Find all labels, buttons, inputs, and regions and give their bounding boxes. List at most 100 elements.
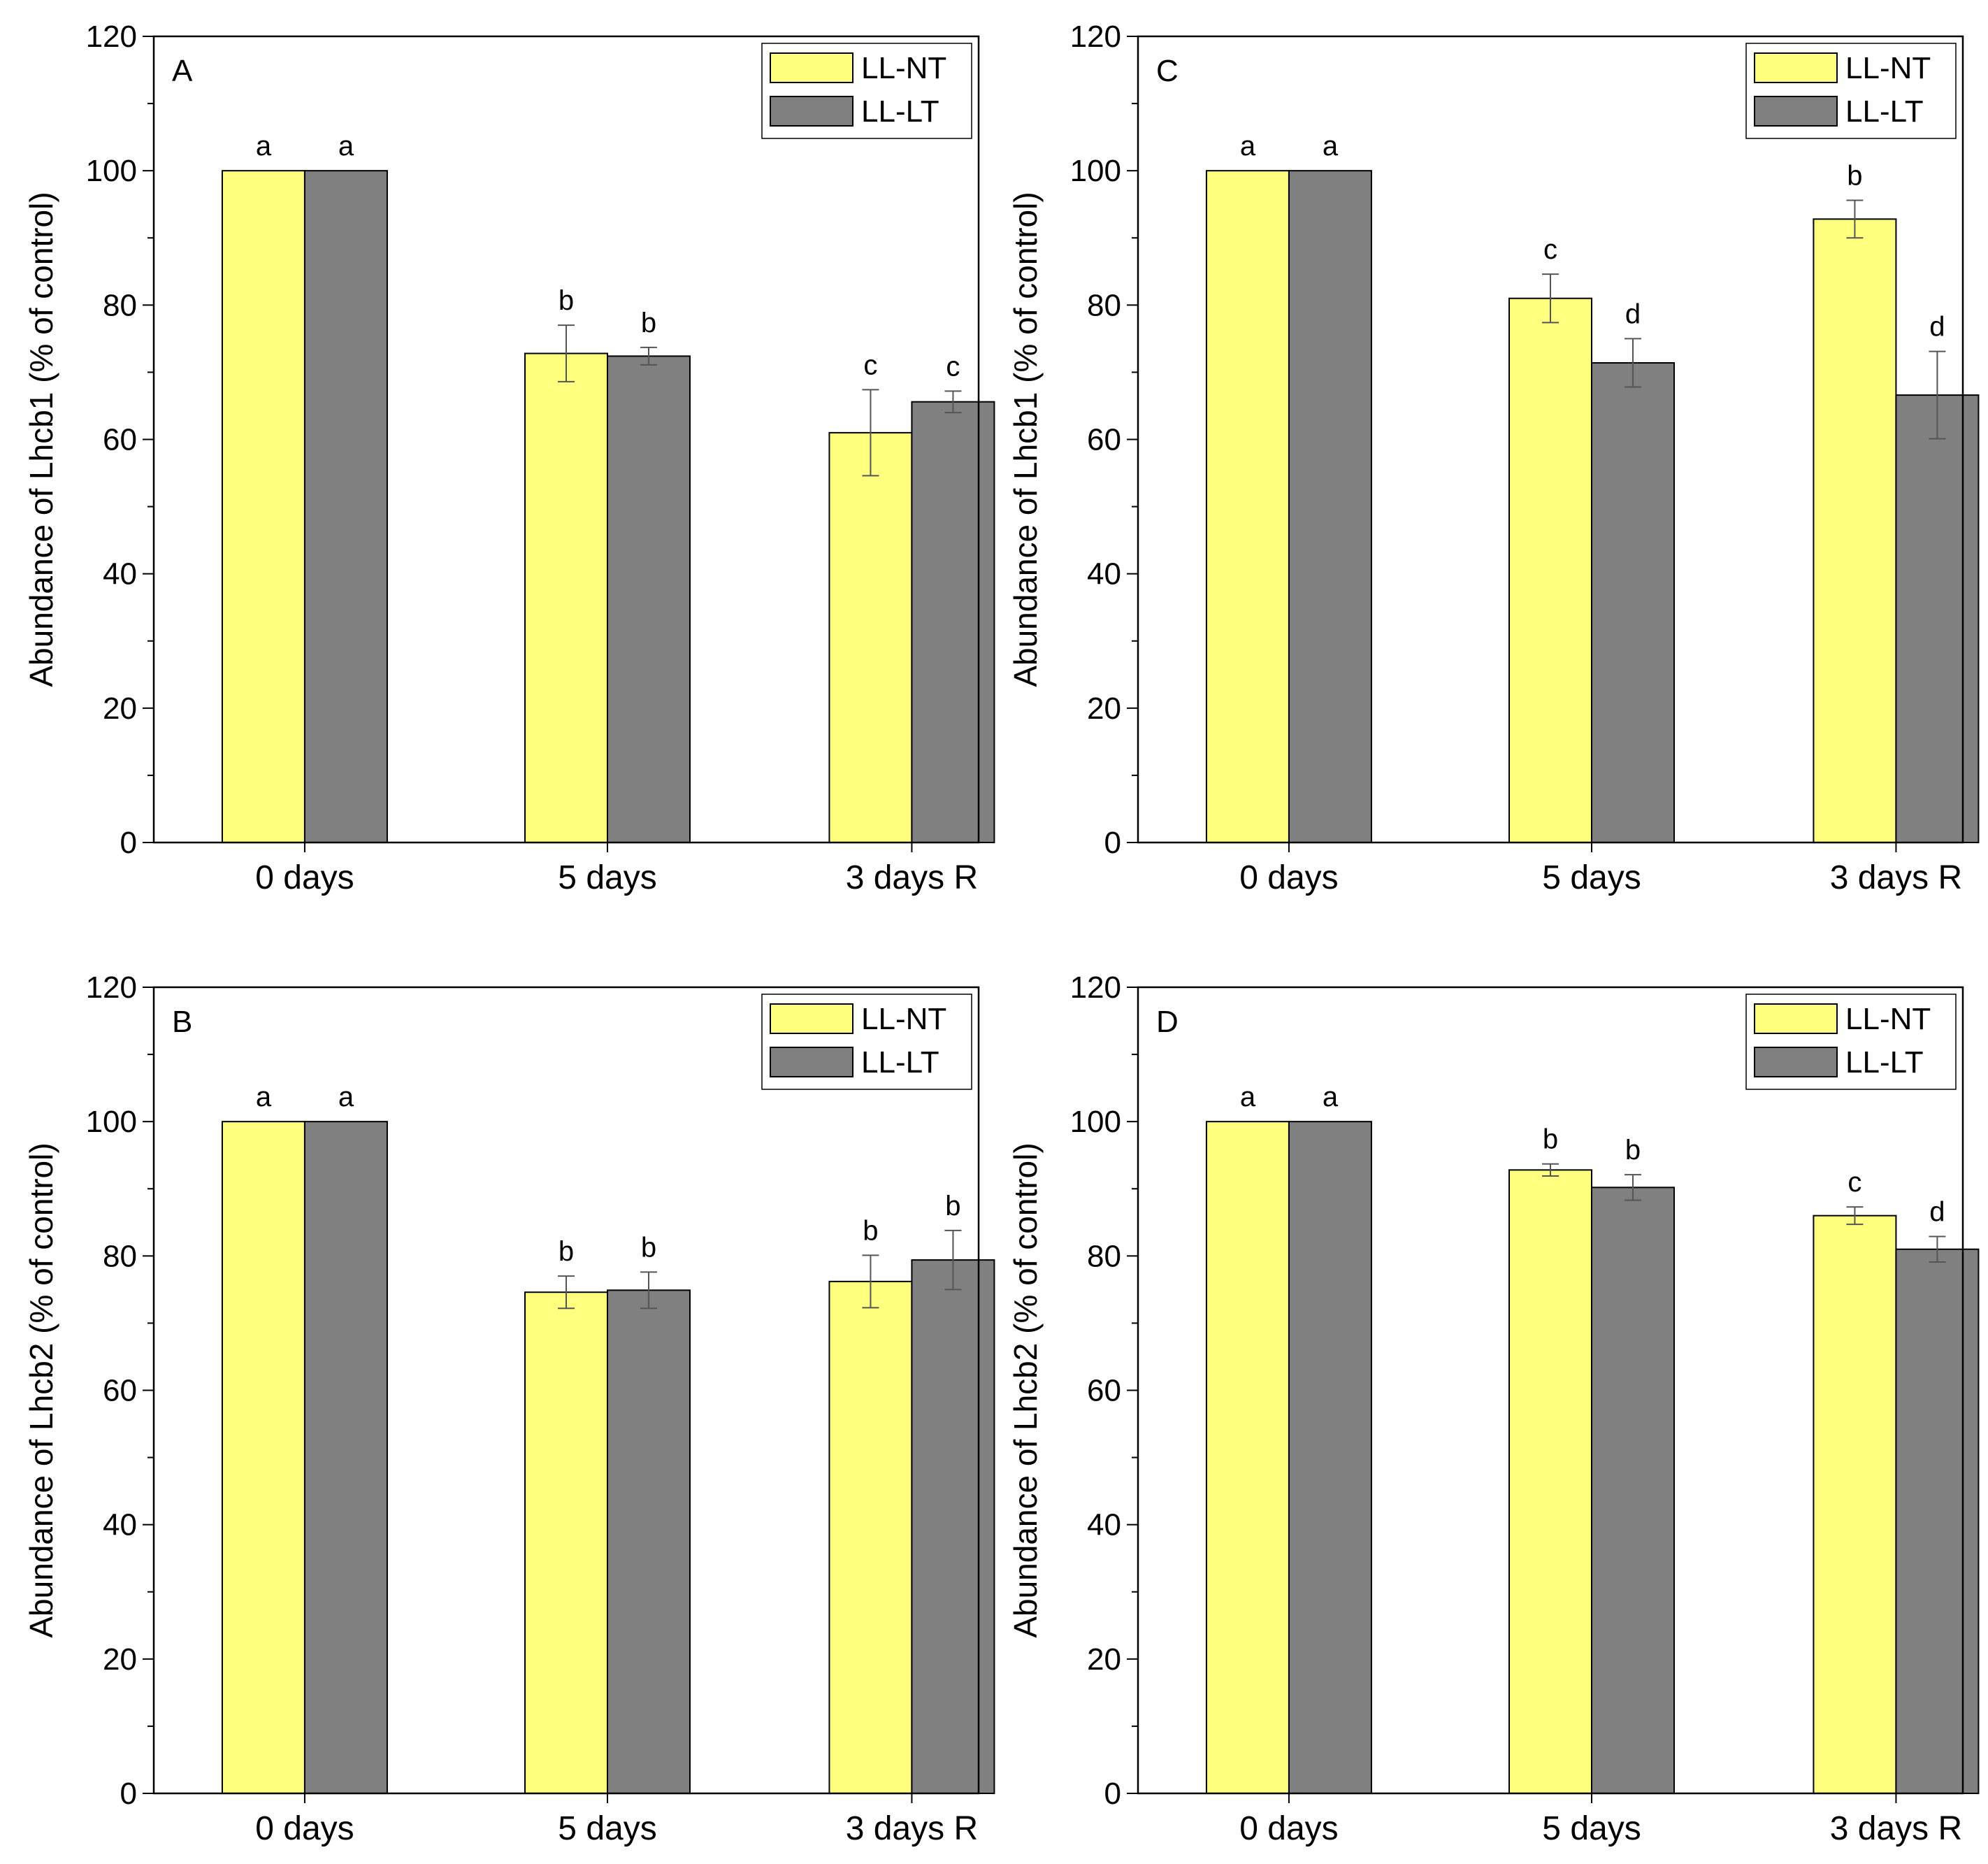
- x-tick-label: 3 days R: [1830, 859, 1962, 896]
- bar-ll-nt-2: [1508, 1169, 1592, 1794]
- significance-label: d: [1625, 299, 1641, 329]
- bar-ll-lt-2: [607, 355, 691, 843]
- y-tick-label: 0: [1104, 826, 1121, 860]
- y-axis-title: Abundance of Lhcb1 (% of control): [1007, 192, 1044, 687]
- significance-label: d: [1929, 312, 1945, 343]
- significance-label: a: [256, 1082, 272, 1112]
- y-tick-label: 0: [1104, 1777, 1121, 1811]
- significance-label: a: [1323, 131, 1339, 162]
- legend-swatch-ll-lt: [1754, 1047, 1838, 1077]
- bar-ll-lt-2: [1591, 1186, 1675, 1795]
- error-bar-ll-nt-2: [558, 324, 575, 382]
- y-axis-title: Abundance of Lhcb2 (% of control): [1007, 1142, 1044, 1637]
- bar-ll-nt-1: [1205, 170, 1290, 843]
- bar-ll-lt-3: [1895, 394, 1980, 843]
- significance-label: b: [559, 285, 574, 316]
- x-tick-label: 5 days: [1542, 859, 1641, 896]
- legend-swatch-ll-nt: [1754, 52, 1838, 83]
- panel-letter: B: [172, 1005, 192, 1039]
- error-bar-ll-nt-2: [1542, 1163, 1559, 1177]
- y-tick-label: 80: [1087, 288, 1121, 322]
- x-tick-label: 3 days R: [846, 859, 978, 896]
- significance-label: b: [641, 1232, 656, 1263]
- x-tick-label: 3 days R: [846, 1810, 978, 1847]
- error-bar-ll-nt-3: [862, 389, 879, 477]
- significance-label: c: [863, 350, 877, 380]
- panel-d: a a 0 days b b 5 days c d 3 days R 0 20 40 60 80 100 12…: [1007, 970, 1980, 1847]
- error-bar-ll-lt-3: [944, 390, 962, 414]
- y-axis-title: Abundance of Lhcb2 (% of control): [23, 1142, 59, 1637]
- y-tick-label: 60: [103, 1374, 137, 1408]
- y-tick-label: 20: [103, 1642, 137, 1677]
- significance-label: a: [338, 1082, 354, 1112]
- panel-b: a a 0 days b b 5 days b b 3 days R 0 20 40 60 80 100 12…: [23, 970, 995, 1847]
- significance-label: a: [256, 131, 272, 162]
- error-bar-ll-nt-2: [558, 1275, 575, 1310]
- bar-ll-nt-2: [524, 352, 608, 844]
- bar-ll-lt-2: [607, 1289, 691, 1794]
- panel-letter: A: [172, 54, 193, 88]
- error-bar-ll-nt-3: [1846, 199, 1864, 239]
- significance-label: b: [1847, 160, 1862, 191]
- error-bar-ll-nt-3: [1846, 1206, 1864, 1226]
- bar-ll-lt-2: [1591, 361, 1675, 843]
- bar-ll-nt-1: [221, 1121, 305, 1794]
- x-tick-label: 0 days: [1239, 1810, 1338, 1847]
- panel-letter: D: [1156, 1005, 1179, 1039]
- y-tick-label: 0: [120, 1777, 137, 1811]
- bar-ll-nt-2: [524, 1291, 608, 1795]
- legend-label-ll-lt: LL-LT: [1845, 94, 1924, 129]
- panel-c: a a 0 days c d 5 days b d 3 days R 0 20 40 60 80 100 12…: [1007, 20, 1980, 896]
- x-tick-label: 5 days: [1542, 1810, 1641, 1847]
- legend-label-ll-nt: LL-NT: [1845, 51, 1931, 85]
- bar-ll-nt-3: [828, 1280, 913, 1794]
- bar-ll-lt-1: [1288, 1121, 1372, 1794]
- legend-swatch-ll-lt: [770, 96, 853, 127]
- significance-label: a: [338, 131, 354, 162]
- x-tick-label: 0 days: [255, 859, 354, 896]
- y-tick-label: 60: [1087, 1374, 1121, 1408]
- legend-label-ll-lt: LL-LT: [1845, 1045, 1924, 1080]
- significance-label: c: [1847, 1167, 1861, 1198]
- significance-label: b: [863, 1215, 878, 1246]
- x-tick-label: 3 days R: [1830, 1810, 1962, 1847]
- legend-swatch-ll-nt: [770, 1003, 853, 1034]
- legend-swatch-ll-lt: [770, 1047, 853, 1077]
- significance-label: a: [1240, 131, 1256, 162]
- legend-label-ll-nt: LL-NT: [1845, 1002, 1931, 1036]
- y-tick-label: 80: [103, 1239, 137, 1273]
- significance-label: b: [1543, 1124, 1558, 1155]
- bar-ll-nt-2: [1508, 297, 1592, 844]
- legend-swatch-ll-nt: [1754, 1003, 1838, 1034]
- bar-ll-nt-1: [221, 170, 305, 843]
- y-tick-label: 100: [86, 154, 137, 188]
- bar-ll-lt-1: [303, 1121, 388, 1794]
- y-tick-label: 40: [1087, 557, 1121, 592]
- bar-ll-lt-3: [911, 1259, 995, 1795]
- legend: LL-NT LL-LT: [1745, 43, 1957, 139]
- bar-ll-lt-3: [911, 401, 995, 843]
- significance-label: b: [945, 1191, 960, 1221]
- y-tick-label: 100: [1070, 1105, 1121, 1139]
- bar-ll-lt-3: [1895, 1248, 1980, 1794]
- bar-ll-nt-3: [1813, 1214, 1897, 1794]
- error-bar-ll-lt-2: [640, 1271, 657, 1310]
- legend-swatch-ll-lt: [1754, 96, 1838, 127]
- y-tick-label: 40: [103, 1508, 137, 1542]
- x-tick-label: 5 days: [558, 859, 656, 896]
- y-tick-label: 120: [86, 20, 137, 54]
- significance-label: c: [1543, 234, 1557, 265]
- y-tick-label: 80: [1087, 1239, 1121, 1273]
- error-bar-ll-lt-2: [1625, 1174, 1641, 1201]
- y-tick-label: 60: [103, 423, 137, 457]
- legend-label-ll-lt: LL-LT: [861, 94, 939, 129]
- significance-label: a: [1240, 1082, 1256, 1112]
- legend-label-ll-lt: LL-LT: [861, 1045, 939, 1080]
- y-tick-label: 40: [1087, 1508, 1121, 1542]
- y-tick-label: 20: [1087, 1642, 1121, 1677]
- error-bar-ll-lt-3: [944, 1229, 962, 1291]
- error-bar-ll-lt-3: [1929, 350, 1946, 440]
- bar-ll-nt-3: [1813, 218, 1897, 843]
- y-tick-label: 80: [103, 288, 137, 322]
